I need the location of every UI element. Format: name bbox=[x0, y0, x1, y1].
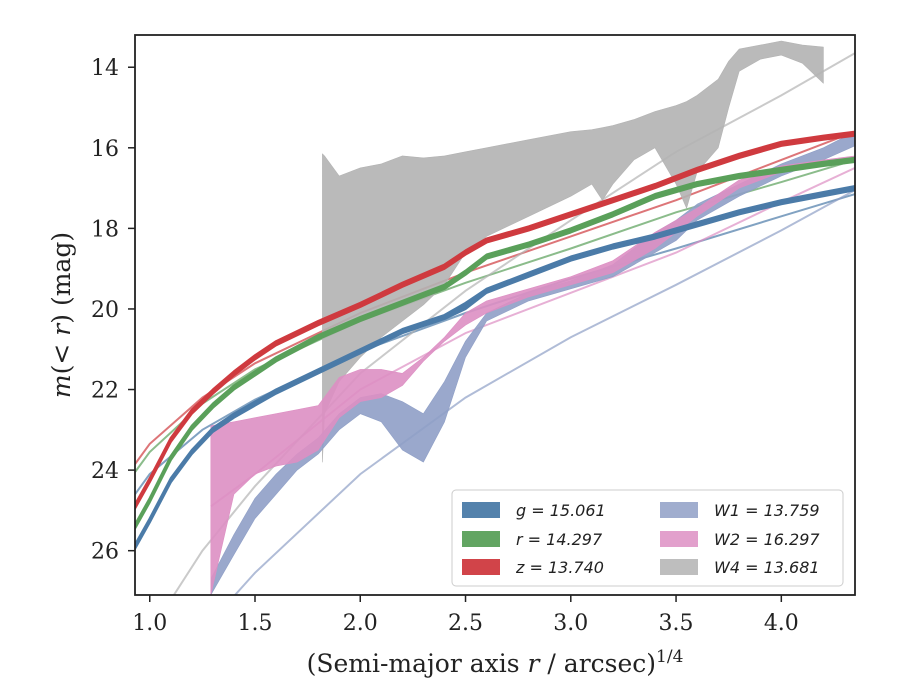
y-tick-label: 14 bbox=[91, 56, 119, 81]
w1-legend-swatch bbox=[660, 502, 698, 518]
w2-profile-band bbox=[210, 155, 855, 595]
y-axis-label: m(< r) (mag) bbox=[47, 232, 76, 398]
g-legend-label: g = 15.061 bbox=[516, 501, 606, 520]
z-legend-swatch bbox=[462, 559, 500, 575]
y-tick-label: 18 bbox=[91, 217, 119, 242]
y-tick-label: 20 bbox=[91, 298, 119, 323]
r-profile-band bbox=[135, 156, 855, 530]
r-legend-swatch bbox=[462, 531, 500, 547]
x-tick-label: 2.0 bbox=[343, 611, 378, 636]
w1-legend-label: W1 = 13.759 bbox=[714, 501, 820, 520]
g-legend-swatch bbox=[462, 502, 500, 518]
w4-legend-label: W4 = 13.681 bbox=[714, 558, 820, 577]
x-tick-label: 2.5 bbox=[448, 611, 483, 636]
g-profile-band bbox=[135, 185, 855, 550]
x-tick-label: 1.5 bbox=[238, 611, 273, 636]
x-tick-label: 3.5 bbox=[659, 611, 694, 636]
w2-legend-swatch bbox=[660, 531, 698, 547]
w2-legend-label: W2 = 16.297 bbox=[714, 530, 820, 549]
band-layer bbox=[135, 40, 855, 595]
z-legend-label: z = 13.740 bbox=[515, 558, 604, 577]
legend: g = 15.061 r = 14.297 z = 13.740 W1 = 13.75… bbox=[451, 489, 844, 587]
w4-legend-swatch bbox=[660, 559, 698, 575]
legend-box bbox=[451, 489, 844, 587]
x-tick-label: 1.0 bbox=[132, 611, 167, 636]
x-tick-label: 3.0 bbox=[553, 611, 588, 636]
y-tick-label: 24 bbox=[91, 459, 119, 484]
x-tick-label: 4.0 bbox=[764, 611, 799, 636]
y-tick-label: 26 bbox=[91, 540, 119, 565]
w1-fit-line bbox=[233, 189, 855, 595]
y-tick-label: 16 bbox=[91, 137, 119, 162]
x-axis: 1.0 1.5 2.0 2.5 3.0 3.5 4.0 bbox=[132, 595, 799, 636]
y-axis: 14 16 18 20 22 24 26 bbox=[91, 56, 135, 565]
plot-area bbox=[135, 40, 855, 595]
plot-frame bbox=[134, 34, 856, 596]
r-legend-label: r = 14.297 bbox=[516, 530, 603, 549]
x-axis-label: (Semi-major axis r / arcsec)1/4 bbox=[307, 647, 684, 678]
z-profile-band bbox=[135, 130, 855, 510]
y-tick-label: 22 bbox=[91, 379, 119, 404]
